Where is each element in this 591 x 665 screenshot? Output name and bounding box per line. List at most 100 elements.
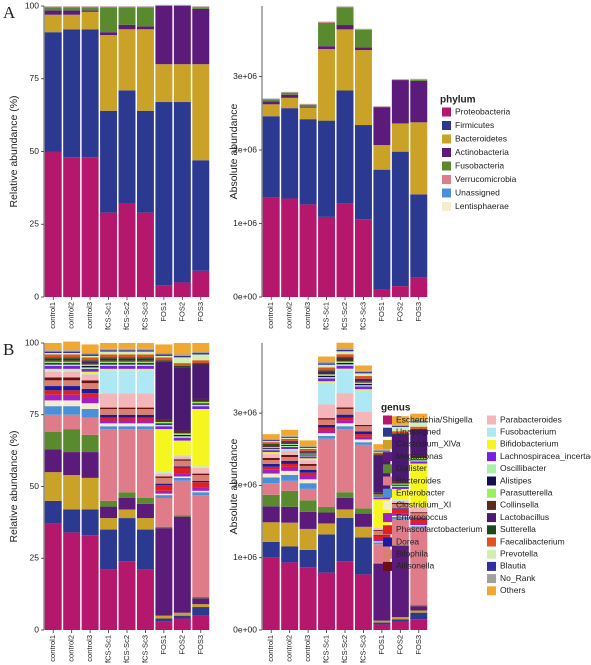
- bar-segment: [318, 364, 336, 368]
- bar-segment: [100, 500, 118, 507]
- bar-segment: [136, 361, 154, 364]
- legend-swatch: [383, 464, 392, 474]
- bar-segment: [100, 360, 118, 362]
- bar-segment: [44, 386, 62, 391]
- bar-segment: [281, 436, 299, 438]
- bar-segment: [44, 394, 62, 401]
- bar-segment: [391, 503, 409, 509]
- bar-segment: [391, 123, 409, 152]
- bar-segment: [373, 534, 391, 536]
- bar-segment: [136, 365, 154, 369]
- bar-segment: [299, 469, 317, 473]
- bar-segment: [373, 496, 391, 498]
- bar-segment: [192, 490, 210, 493]
- legend-swatch: [487, 561, 496, 571]
- bar-segment: [262, 444, 280, 446]
- bar-segment: [299, 447, 317, 449]
- bar-segment: [63, 429, 81, 453]
- legend-label: Collinsella: [500, 500, 539, 510]
- legend-label: Proteobacteria: [455, 106, 511, 116]
- bar-segment: [299, 104, 317, 107]
- y-tick-label: 25: [30, 553, 40, 563]
- bar-segment: [318, 418, 336, 420]
- bar-segment: [262, 541, 280, 558]
- bar-segment: [391, 502, 409, 504]
- bar-segment: [155, 361, 173, 420]
- y-tick-label: 0e+00: [233, 291, 257, 301]
- legend-swatch: [487, 439, 496, 449]
- bar-segment: [410, 463, 428, 507]
- legend-swatch: [383, 415, 392, 425]
- bar-segment: [118, 7, 136, 25]
- bar-segment: [354, 389, 372, 391]
- bar-segment: [262, 440, 280, 442]
- legend-title: phylum: [440, 95, 476, 106]
- bar-segment: [63, 368, 81, 371]
- bar-segment: [391, 515, 409, 517]
- bar-segment: [281, 446, 299, 449]
- bar-segment: [318, 382, 336, 405]
- bar-segment: [281, 435, 299, 437]
- bar-segment: [373, 531, 391, 535]
- bar-segment: [136, 569, 154, 630]
- bar-segment: [136, 354, 154, 358]
- bar-segment: [192, 160, 210, 271]
- bar-segment: [336, 364, 354, 366]
- bar-segment: [192, 596, 210, 599]
- bar-segment: [410, 513, 428, 518]
- bar-segment: [410, 80, 428, 123]
- bar-segment: [262, 452, 280, 454]
- y-axis-title: Relative abundance (%): [8, 95, 20, 207]
- legend-swatch: [383, 439, 392, 449]
- legend-label: Parasutterella: [500, 487, 553, 497]
- bar-segment: [44, 406, 62, 415]
- x-tick-label: fCS-Sc1: [104, 635, 113, 663]
- bar-segment: [299, 452, 317, 454]
- bar-segment: [44, 449, 62, 473]
- bar-segment: [136, 363, 154, 365]
- bar-segment: [354, 373, 372, 377]
- bar-segment: [81, 353, 99, 355]
- bar-segment: [81, 365, 99, 368]
- bar-segment: [281, 474, 299, 481]
- bar-segment: [63, 365, 81, 369]
- bar-segment: [410, 413, 428, 421]
- bar-segment: [354, 444, 372, 509]
- x-tick-label: control1: [48, 302, 57, 329]
- legend-swatch: [383, 427, 392, 437]
- bar-segment: [354, 386, 372, 390]
- bar-segment: [354, 385, 372, 387]
- y-tick-label: 3e+06: [233, 407, 257, 417]
- x-tick-label: FOS2: [177, 635, 186, 655]
- bar-segment: [118, 357, 136, 359]
- bar-segment: [391, 545, 409, 618]
- bar-segment: [44, 364, 62, 366]
- bar-segment: [336, 393, 354, 408]
- bar-segment: [318, 216, 336, 297]
- bar-segment: [155, 528, 173, 616]
- bar-segment: [173, 477, 191, 481]
- bar-segment: [262, 449, 280, 451]
- x-tick-label: fCS-Sc3: [140, 302, 149, 330]
- bar-segment: [81, 29, 99, 158]
- legend-label: Oscillibacter: [500, 463, 546, 473]
- bar-segment: [336, 361, 354, 363]
- bar-segment: [410, 518, 428, 524]
- bar-segment: [155, 360, 173, 362]
- bar-segment: [173, 515, 191, 517]
- bar-segment: [262, 101, 280, 105]
- bar-segment: [173, 434, 191, 437]
- bar-segment: [136, 360, 154, 362]
- bar-segment: [173, 64, 191, 103]
- bar-segment: [373, 494, 391, 496]
- bar-segment: [318, 424, 336, 428]
- bar-segment: [118, 407, 136, 410]
- bar-segment: [410, 528, 428, 606]
- bar-segment: [155, 497, 173, 527]
- bar-segment: [63, 380, 81, 387]
- bar-segment: [44, 350, 62, 352]
- bar-segment: [354, 426, 372, 432]
- x-tick-label: control3: [85, 635, 94, 662]
- bar-segment: [354, 513, 372, 527]
